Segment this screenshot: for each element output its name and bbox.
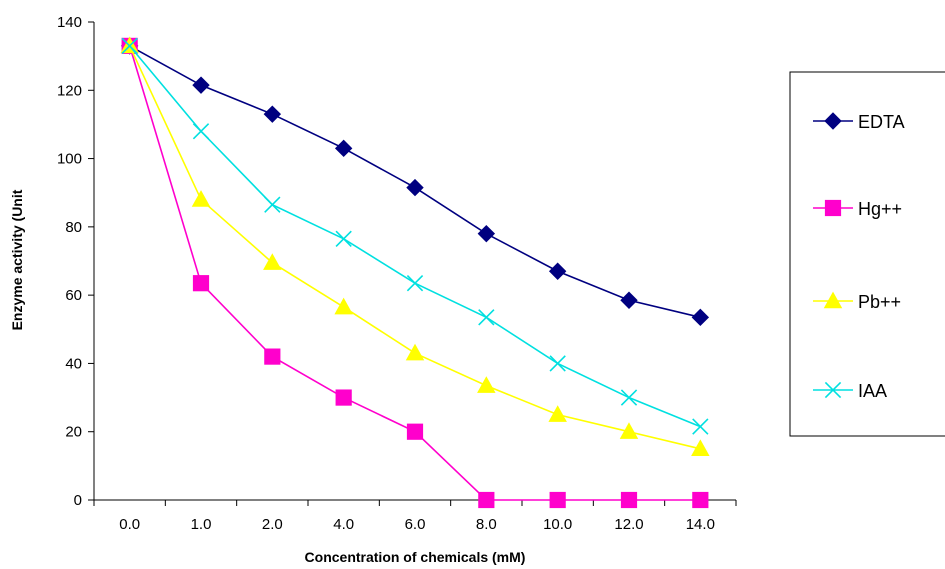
x-tick-label: 4.0	[333, 516, 354, 533]
axes: 0 20 40 60 80 100 120 140 0.0 1.0 2.0 4.0 6.0 8.0 10.0…	[57, 14, 737, 533]
series-iaa	[121, 37, 709, 435]
x-tick-label: 14.0	[686, 516, 715, 533]
data-point-hg	[692, 491, 709, 509]
series-layer	[120, 36, 710, 509]
data-point-edta	[406, 178, 424, 197]
data-point-pb	[619, 422, 639, 439]
data-point-edta	[263, 105, 282, 123]
data-point-hg	[406, 423, 424, 440]
data-point-iaa	[406, 275, 424, 292]
data-point-edta	[620, 291, 638, 309]
legend-marker-hg	[824, 199, 842, 217]
series-line-pb	[128, 45, 701, 450]
y-tick-label: 140	[57, 14, 82, 31]
data-point-edta	[334, 139, 353, 158]
data-point-hg	[478, 491, 495, 509]
legend-item-pb: Pb++	[813, 291, 901, 312]
x-tick-label: 12.0	[614, 516, 643, 533]
data-point-pb	[334, 297, 353, 315]
x-tick-label: 1.0	[191, 516, 212, 533]
data-point-hg	[192, 275, 210, 292]
data-point-edta	[691, 308, 710, 327]
x-tick-label: 8.0	[476, 516, 497, 533]
data-point-iaa	[620, 389, 638, 406]
y-tick-label: 120	[57, 82, 82, 99]
data-point-iaa	[264, 196, 281, 213]
x-tick-label: 2.0	[262, 516, 283, 533]
legend-item-hg: Hg++	[813, 199, 902, 219]
y-tick-label: 60	[65, 287, 82, 304]
data-point-pb	[191, 190, 211, 207]
data-point-pb	[548, 405, 567, 422]
data-point-hg	[620, 491, 638, 509]
data-point-edta	[477, 224, 496, 243]
data-point-pb	[477, 376, 496, 393]
data-point-pb	[263, 253, 282, 270]
data-point-iaa	[692, 418, 709, 435]
y-tick-label: 100	[57, 151, 82, 168]
data-point-hg	[264, 348, 281, 365]
y-axis-title: Enzyme activity (Unit	[9, 189, 25, 330]
legend-label-edta: EDTA	[858, 112, 905, 132]
legend-label-iaa: IAA	[858, 381, 887, 401]
data-point-iaa	[192, 123, 210, 140]
x-tick-label: 0.0	[119, 516, 140, 533]
x-tick-label: 10.0	[543, 516, 572, 533]
legend-label-pb: Pb++	[858, 292, 901, 312]
series-hg	[121, 37, 709, 509]
data-point-iaa	[121, 37, 138, 55]
data-point-pb	[405, 343, 425, 361]
data-point-iaa	[335, 230, 352, 247]
y-tick-label: 20	[65, 424, 82, 441]
data-point-pb	[691, 439, 710, 457]
x-axis-title: Concentration of chemicals (mM)	[305, 549, 526, 565]
legend-marker-edta	[824, 112, 842, 130]
data-point-edta	[192, 76, 210, 94]
data-point-iaa	[549, 355, 566, 372]
legend-item-iaa: IAA	[813, 381, 887, 401]
legend-label-hg: Hg++	[858, 199, 902, 219]
y-tick-label: 40	[65, 355, 82, 372]
legend-marker-pb	[823, 291, 843, 309]
data-point-hg	[549, 491, 566, 509]
legend-marker-iaa	[824, 381, 842, 399]
legend: EDTA Hg++ Pb++ IAA	[789, 71, 945, 437]
x-tick-label: 6.0	[405, 516, 426, 533]
y-tick-label: 80	[65, 219, 82, 236]
legend-box	[789, 71, 945, 437]
data-point-edta	[548, 262, 567, 280]
data-point-iaa	[478, 309, 495, 326]
legend-item-edta: EDTA	[813, 112, 905, 132]
series-line-iaa	[129, 45, 701, 428]
y-tick-label: 0	[74, 492, 82, 509]
data-point-hg	[335, 389, 352, 406]
